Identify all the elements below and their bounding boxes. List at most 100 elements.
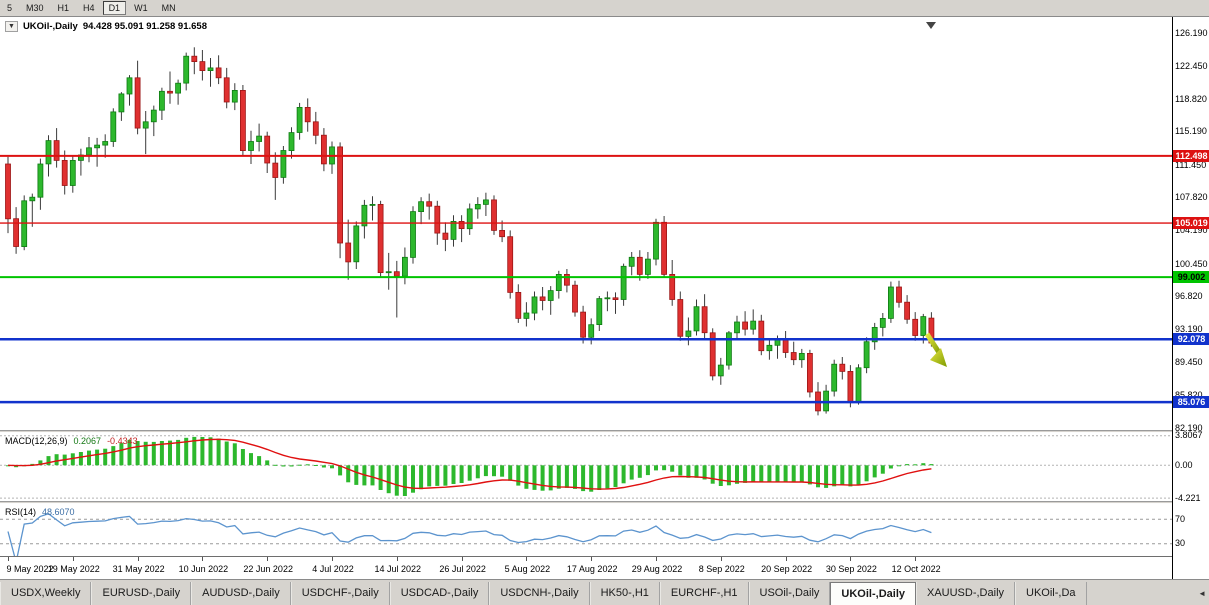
time-axis-tick: [785, 557, 787, 561]
rsi-label: RSI(14) 48.6070: [5, 507, 75, 517]
macd-canvas[interactable]: [0, 433, 1172, 501]
chart-ohlc-values: 94.428 95.091 91.258 91.658: [82, 21, 207, 32]
macd-name: MACD(12,26,9): [5, 436, 68, 446]
price-axis-label: 93.190: [1175, 323, 1203, 334]
tab-audusd-daily[interactable]: AUDUSD-,Daily: [191, 582, 291, 605]
time-axis-tick: [137, 557, 139, 561]
chart-tabs-bar: USDX,Weekly EURUSD-,Daily AUDUSD-,Daily USD…: [0, 579, 1209, 605]
chart-title: ▼ UKOil-,Daily 94.428 95.091 91.258 91.6…: [5, 21, 207, 32]
time-axis-label: 31 May 2022: [112, 564, 165, 574]
rsi-axis-label: 70: [1175, 513, 1186, 524]
time-axis-tick: [461, 557, 463, 561]
time-axis-label: 17 Aug 2022: [566, 564, 618, 574]
macd-axis-label: 3.8067: [1175, 430, 1203, 441]
pane-splitter[interactable]: [0, 501, 1172, 504]
price-line-badge[interactable]: 105.019: [1173, 217, 1209, 230]
time-axis-tick: [850, 557, 852, 561]
time-axis-tick: [332, 557, 333, 561]
price-axis-label: 126.190: [1175, 27, 1208, 38]
rsi-name: RSI(14): [5, 507, 37, 517]
price-line-badge[interactable]: 99.002: [1173, 271, 1209, 284]
price-axis-label: 96.820: [1175, 291, 1203, 302]
time-axis[interactable]: 9 May 2022 19 May 2022 31 May 2022 10 Jun 2…: [0, 556, 1172, 579]
timeframe-button-m30[interactable]: M30: [20, 1, 50, 15]
chart-symbol-label: UKOil-,Daily: [22, 21, 78, 32]
time-axis-label: 29 Aug 2022: [631, 564, 683, 574]
tab-usoil-daily[interactable]: USOil-,Daily: [748, 582, 831, 605]
price-line-badge[interactable]: 112.498: [1173, 149, 1209, 162]
tab-usdx-weekly[interactable]: USDX,Weekly: [0, 582, 92, 605]
time-axis-tick: [8, 557, 9, 561]
pane-splitter[interactable]: [0, 430, 1172, 433]
time-axis-label: 10 Jun 2022: [178, 564, 229, 574]
tab-scroll-left-icon[interactable]: ◄: [1198, 589, 1206, 598]
time-axis-tick: [915, 557, 917, 561]
time-axis-tick: [720, 557, 722, 561]
time-axis-tick: [526, 557, 528, 561]
timeframe-toolbar: 5 M30 H1 H4 D1 W1 MN: [0, 0, 1209, 17]
timeframe-button-5[interactable]: 5: [1, 1, 19, 15]
price-chart-pane[interactable]: ▼ UKOil-,Daily 94.428 95.091 91.258 91.6…: [0, 17, 1172, 430]
price-line-badge[interactable]: 92.078: [1173, 333, 1209, 346]
tab-usdchf-daily[interactable]: USDCHF-,Daily: [290, 582, 390, 605]
time-axis-tick: [396, 557, 398, 561]
price-axis-label: 115.190: [1175, 126, 1207, 137]
tab-eurusd-daily[interactable]: EURUSD-,Daily: [91, 582, 192, 605]
macd-indicator-pane[interactable]: MACD(12,26,9) 0.2067 -0.4343: [0, 433, 1172, 501]
time-axis-tick: [72, 557, 74, 561]
price-axis-label: 107.820: [1175, 192, 1208, 203]
macd-label: MACD(12,26,9) 0.2067 -0.4343: [5, 436, 138, 446]
time-axis-label: 20 Sep 2022: [761, 564, 813, 574]
tab-ukoil-da[interactable]: UKOil-,Da: [1015, 582, 1087, 605]
timeframe-button-h4[interactable]: H4: [77, 1, 101, 15]
chart-shift-marker-icon: [926, 22, 936, 29]
chart-menu-arrow-icon[interactable]: ▼: [5, 21, 18, 32]
sell-arrow-annotation[interactable]: [924, 332, 943, 356]
price-axis-label: 100.450: [1175, 258, 1208, 269]
tab-eurchf-h1[interactable]: EURCHF-,H1: [659, 582, 749, 605]
timeframe-button-mn[interactable]: MN: [155, 1, 182, 15]
price-chart-canvas[interactable]: [0, 17, 1172, 430]
rsi-axis-label: 30: [1175, 538, 1186, 549]
price-axis-label: 82.190: [1175, 422, 1203, 433]
price-axis[interactable]: 126.190 122.450 118.820 115.190 111.450 107.8…: [1172, 17, 1209, 579]
time-axis-label: 26 Jul 2022: [439, 564, 486, 574]
time-axis-label: 12 Oct 2022: [891, 564, 941, 574]
timeframe-button-d1[interactable]: D1: [102, 1, 127, 15]
time-axis-label: 4 Jul 2022: [312, 564, 354, 574]
time-axis-tick: [591, 557, 593, 561]
time-axis-label: 8 Sep 2022: [698, 564, 745, 574]
tab-xauusd-daily[interactable]: XAUUSD-,Daily: [916, 582, 1016, 605]
tab-ukoil-daily[interactable]: UKOil-,Daily: [830, 582, 916, 605]
macd-signal-value: -0.4343: [107, 436, 138, 446]
tab-usdcad-daily[interactable]: USDCAD-,Daily: [389, 582, 490, 605]
tab-hk50-h1[interactable]: HK50-,H1: [589, 582, 660, 605]
price-axis-label: 111.450: [1175, 159, 1207, 170]
tab-usdcnh-daily[interactable]: USDCNH-,Daily: [489, 582, 590, 605]
time-axis-label: 19 May 2022: [47, 564, 100, 574]
price-axis-label: 89.450: [1175, 357, 1203, 368]
price-axis-label: 85.820: [1175, 389, 1203, 400]
price-axis-label: 122.450: [1175, 61, 1208, 72]
time-axis-tick: [267, 557, 269, 561]
macd-main-value: 0.2067: [73, 436, 102, 446]
rsi-value: 48.6070: [42, 507, 75, 517]
price-axis-label: 104.190: [1175, 225, 1208, 235]
time-axis-label: 14 Jul 2022: [374, 564, 422, 574]
rsi-canvas[interactable]: [0, 504, 1172, 556]
price-axis-label: 118.820: [1175, 93, 1207, 104]
price-line-badge[interactable]: 85.076: [1173, 396, 1209, 409]
rsi-indicator-pane[interactable]: RSI(14) 48.6070: [0, 504, 1172, 556]
time-axis-tick: [202, 557, 204, 561]
macd-axis-label: -4.221: [1175, 492, 1201, 503]
time-axis-label: 9 May 2022: [6, 564, 54, 574]
time-axis-label: 30 Sep 2022: [825, 564, 877, 574]
time-axis-tick: [656, 557, 657, 561]
time-axis-label: 22 Jun 2022: [243, 564, 293, 574]
sell-arrow-annotation-head[interactable]: [930, 348, 947, 367]
timeframe-button-h1[interactable]: H1: [51, 1, 76, 15]
timeframe-button-w1[interactable]: W1: [128, 1, 154, 15]
macd-axis-label: 0.00: [1175, 459, 1193, 470]
time-axis-label: 5 Aug 2022: [504, 564, 551, 574]
